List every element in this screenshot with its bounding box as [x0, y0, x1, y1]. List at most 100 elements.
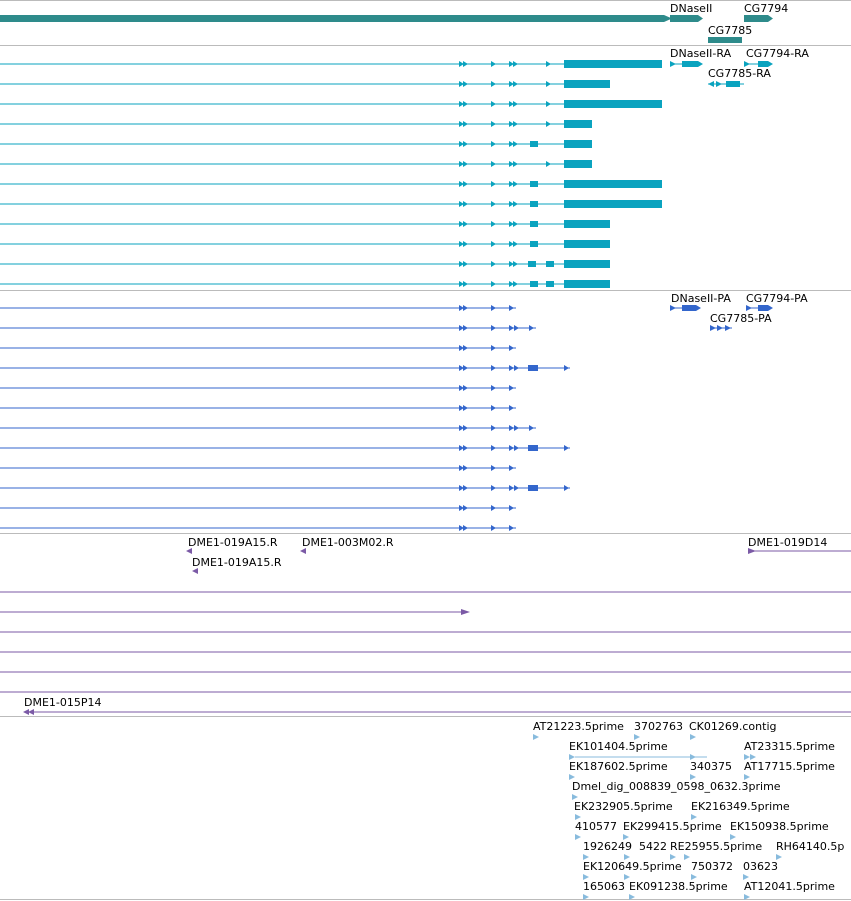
mrna-exon[interactable] — [682, 61, 698, 67]
clone-label[interactable]: DME1-019D14 — [748, 536, 827, 549]
cds-exon[interactable] — [514, 425, 519, 431]
est-feature[interactable] — [575, 814, 581, 820]
clone-feature[interactable] — [23, 709, 29, 715]
mrna-exon[interactable] — [564, 240, 610, 248]
mrna-exon[interactable] — [546, 121, 551, 127]
mrna-exon[interactable] — [546, 101, 551, 107]
cds-exon[interactable] — [491, 345, 496, 351]
cds-exon[interactable] — [463, 405, 468, 411]
mrna-exon[interactable] — [530, 221, 538, 227]
mrna-exon[interactable] — [509, 161, 514, 167]
mrna-exon[interactable] — [463, 181, 468, 187]
cds-exon[interactable] — [509, 485, 514, 491]
cds-label[interactable]: DNaseII-PA — [671, 292, 731, 305]
est-label[interactable]: EK120649.5prime — [583, 860, 682, 873]
mrna-transcript-row[interactable] — [0, 80, 610, 88]
mrna-exon[interactable] — [459, 61, 464, 67]
mrna-exon[interactable] — [509, 101, 514, 107]
mrna-exon[interactable] — [459, 241, 464, 247]
mrna-exon[interactable] — [530, 281, 538, 287]
cds-exon[interactable] — [491, 325, 496, 331]
mrna-exon[interactable] — [459, 161, 464, 167]
mrna-transcript-row[interactable] — [0, 160, 592, 168]
cds-exon[interactable] — [682, 305, 696, 311]
mrna-exon[interactable] — [546, 81, 551, 87]
mrna-exon[interactable] — [513, 241, 518, 247]
mrna-exon[interactable] — [564, 200, 662, 208]
cds-exon[interactable] — [514, 325, 519, 331]
est-feature[interactable] — [583, 874, 589, 880]
mrna-exon[interactable] — [463, 81, 468, 87]
mrna-transcript-row[interactable] — [0, 180, 662, 188]
est-feature[interactable] — [744, 894, 750, 900]
cds-row[interactable] — [0, 345, 516, 351]
cds-exon[interactable] — [491, 425, 496, 431]
mrna-exon[interactable] — [491, 181, 496, 187]
mrna-exon[interactable] — [670, 61, 676, 67]
mrna-exon[interactable] — [463, 101, 468, 107]
cds-exon[interactable] — [509, 465, 514, 471]
cds-exon[interactable] — [514, 445, 519, 451]
est-label[interactable]: 5422 — [639, 840, 667, 853]
cds-exon[interactable] — [564, 445, 569, 451]
mrna-exon[interactable] — [491, 81, 496, 87]
cds-row[interactable] — [0, 325, 536, 331]
gene-feature-dnaseii[interactable] — [670, 15, 698, 22]
mrna-exon[interactable] — [491, 241, 496, 247]
cds-exon[interactable] — [529, 425, 534, 431]
est-label[interactable]: AT23315.5prime — [744, 740, 835, 753]
cds-exon[interactable] — [459, 385, 464, 391]
mrna-exon[interactable] — [459, 121, 464, 127]
mrna-exon[interactable] — [744, 61, 750, 67]
cds-exon[interactable] — [528, 365, 538, 371]
cds-exon[interactable] — [463, 525, 468, 531]
mrna-exon[interactable] — [463, 61, 468, 67]
est-label[interactable]: EK101404.5prime — [569, 740, 668, 753]
est-feature[interactable] — [684, 854, 690, 860]
cds-row[interactable] — [0, 445, 570, 451]
mrna-exon[interactable] — [513, 161, 518, 167]
cds-exon[interactable] — [459, 525, 464, 531]
cds-exon[interactable] — [509, 345, 514, 351]
mrna-exon[interactable] — [463, 261, 468, 267]
clone-feature[interactable] — [192, 568, 198, 574]
mrna-exon[interactable] — [491, 261, 496, 267]
est-feature[interactable] — [575, 834, 581, 840]
mrna-exon[interactable] — [546, 61, 551, 67]
mrna-exon[interactable] — [463, 161, 468, 167]
cds-exon[interactable] — [514, 365, 519, 371]
cds-exon[interactable] — [564, 365, 569, 371]
est-feature[interactable] — [634, 734, 640, 740]
est-label[interactable]: EK091238.5prime — [629, 880, 728, 893]
cds-exon[interactable] — [463, 465, 468, 471]
cds-exon[interactable] — [509, 425, 514, 431]
mrna-exon[interactable] — [509, 201, 514, 207]
mrna-transcript-row[interactable] — [0, 200, 662, 208]
mrna-exon[interactable] — [546, 161, 551, 167]
mrna-exon[interactable] — [491, 101, 496, 107]
mrna-exon[interactable] — [509, 261, 514, 267]
cds-exon[interactable] — [459, 325, 464, 331]
cds-exon[interactable] — [509, 405, 514, 411]
cds-exon[interactable] — [459, 365, 464, 371]
mrna-exon[interactable] — [463, 201, 468, 207]
cds-exon[interactable] — [459, 465, 464, 471]
mrna-exon[interactable] — [491, 221, 496, 227]
cds-exon[interactable] — [509, 325, 514, 331]
mrna-transcript-row[interactable] — [0, 240, 610, 248]
mrna-exon[interactable] — [564, 260, 610, 268]
est-label[interactable]: 1926249 — [583, 840, 632, 853]
est-feature[interactable] — [690, 734, 696, 740]
cds-label[interactable]: CG7794-PA — [746, 292, 808, 305]
est-feature[interactable] — [629, 894, 635, 900]
gene-feature-cg7785[interactable] — [708, 37, 742, 43]
cds-exon[interactable] — [459, 445, 464, 451]
mrna-exon[interactable] — [463, 241, 468, 247]
mrna-exon[interactable] — [459, 201, 464, 207]
est-label[interactable]: AT17715.5prime — [744, 760, 835, 773]
mrna-exon[interactable] — [509, 121, 514, 127]
cds-exon[interactable] — [491, 485, 496, 491]
est-feature[interactable] — [624, 854, 630, 860]
mrna-transcript-row[interactable] — [0, 100, 662, 108]
cds-exon[interactable] — [491, 405, 496, 411]
